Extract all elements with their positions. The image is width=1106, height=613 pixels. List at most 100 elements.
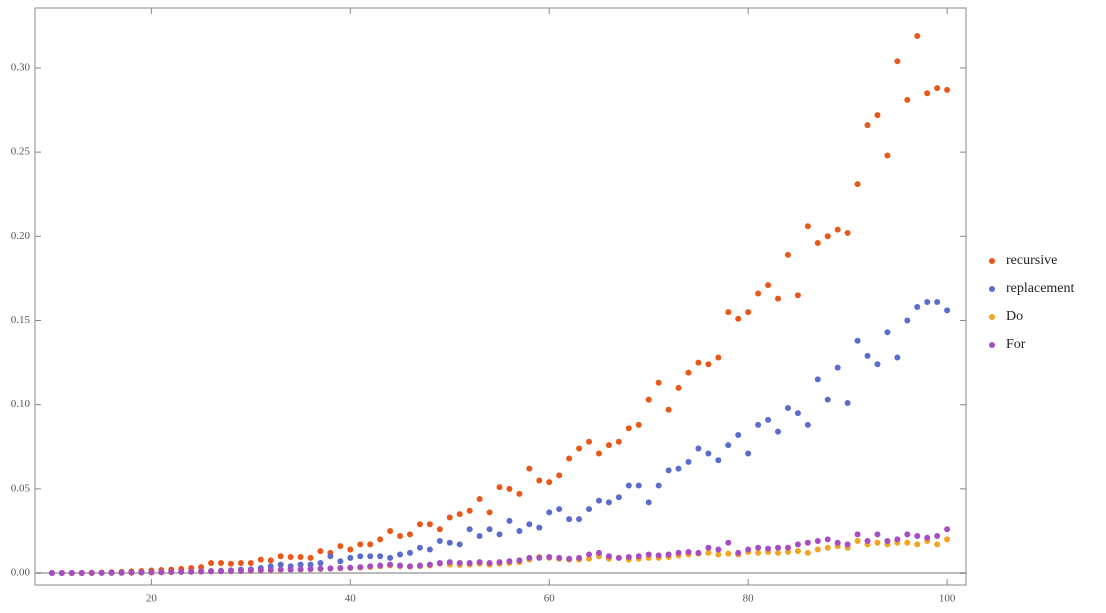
point bbox=[725, 550, 732, 557]
point bbox=[894, 536, 901, 543]
point bbox=[615, 494, 622, 501]
point bbox=[844, 541, 851, 548]
point bbox=[914, 541, 921, 548]
point bbox=[78, 570, 85, 577]
point bbox=[794, 292, 801, 299]
point bbox=[208, 568, 215, 575]
point bbox=[765, 545, 772, 552]
point bbox=[625, 482, 632, 489]
point bbox=[277, 561, 284, 568]
point bbox=[765, 416, 772, 423]
point bbox=[446, 514, 453, 521]
point bbox=[347, 564, 354, 571]
point bbox=[426, 546, 433, 553]
point bbox=[218, 568, 225, 575]
point bbox=[914, 32, 921, 39]
point bbox=[556, 472, 563, 479]
point bbox=[406, 549, 413, 556]
point bbox=[257, 556, 264, 563]
point bbox=[556, 554, 563, 561]
point bbox=[695, 445, 702, 452]
point bbox=[357, 553, 364, 560]
y-tick-label: 0.20 bbox=[11, 230, 31, 242]
point bbox=[914, 304, 921, 311]
point bbox=[576, 516, 583, 523]
point bbox=[635, 482, 642, 489]
point bbox=[834, 364, 841, 371]
point bbox=[566, 555, 573, 562]
legend-label: Do bbox=[1006, 309, 1023, 324]
point bbox=[775, 549, 782, 556]
point bbox=[586, 551, 593, 558]
point bbox=[854, 181, 861, 188]
point bbox=[874, 539, 881, 546]
point bbox=[784, 405, 791, 412]
point bbox=[645, 499, 652, 506]
point bbox=[944, 526, 951, 533]
point bbox=[794, 410, 801, 417]
point bbox=[526, 465, 533, 472]
point bbox=[416, 562, 423, 569]
point bbox=[715, 457, 722, 464]
point bbox=[416, 544, 423, 551]
point bbox=[118, 569, 125, 576]
point bbox=[237, 559, 244, 566]
point bbox=[874, 112, 881, 119]
point bbox=[615, 554, 622, 561]
point bbox=[804, 421, 811, 428]
point bbox=[864, 538, 871, 545]
point bbox=[158, 569, 165, 576]
point bbox=[526, 521, 533, 528]
point bbox=[307, 566, 314, 573]
point bbox=[665, 406, 672, 413]
point bbox=[576, 554, 583, 561]
point bbox=[884, 538, 891, 545]
point bbox=[685, 458, 692, 465]
point bbox=[377, 553, 384, 560]
point bbox=[595, 549, 602, 556]
point bbox=[546, 509, 553, 516]
point bbox=[834, 226, 841, 233]
point bbox=[605, 499, 612, 506]
point bbox=[168, 569, 175, 576]
point bbox=[854, 337, 861, 344]
point bbox=[377, 562, 384, 569]
point bbox=[307, 561, 314, 568]
point bbox=[98, 569, 105, 576]
point bbox=[944, 307, 951, 314]
point bbox=[128, 569, 135, 576]
point bbox=[337, 558, 344, 565]
point bbox=[188, 568, 195, 575]
point bbox=[914, 533, 921, 540]
point bbox=[904, 317, 911, 324]
point bbox=[675, 465, 682, 472]
point bbox=[735, 315, 742, 322]
point bbox=[387, 561, 394, 568]
point bbox=[705, 450, 712, 457]
legend-marker bbox=[989, 258, 995, 264]
point bbox=[595, 497, 602, 504]
point bbox=[725, 442, 732, 449]
point bbox=[397, 533, 404, 540]
point bbox=[924, 298, 931, 305]
point bbox=[924, 534, 931, 541]
point bbox=[586, 506, 593, 513]
point bbox=[536, 554, 543, 561]
point bbox=[675, 549, 682, 556]
point bbox=[566, 516, 573, 523]
point bbox=[486, 559, 493, 566]
point bbox=[58, 570, 65, 577]
point bbox=[546, 554, 553, 561]
point bbox=[178, 568, 185, 575]
point bbox=[466, 559, 473, 566]
point bbox=[824, 233, 831, 240]
point bbox=[745, 546, 752, 553]
legend-label: For bbox=[1006, 337, 1026, 352]
point bbox=[367, 563, 374, 570]
point bbox=[267, 567, 274, 574]
x-tick-label: 40 bbox=[345, 593, 357, 605]
y-tick-label: 0.30 bbox=[11, 61, 31, 73]
point bbox=[725, 309, 732, 316]
point bbox=[297, 561, 304, 568]
